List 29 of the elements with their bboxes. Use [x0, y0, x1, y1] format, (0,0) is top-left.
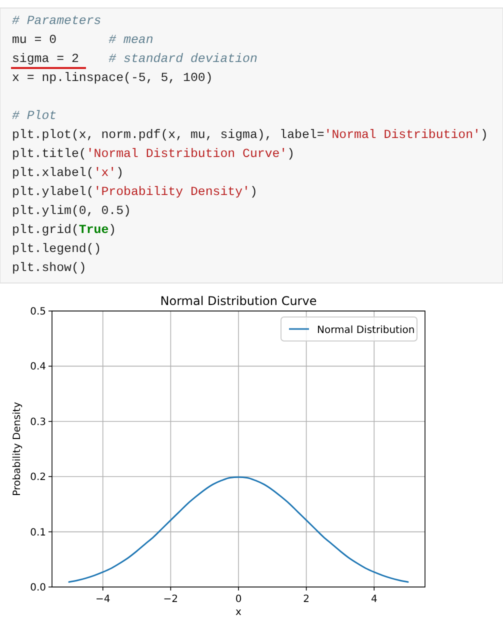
text: sigma = 2 # standard deviation: [12, 52, 258, 66]
text: plt.legend(): [12, 242, 102, 256]
text: plt.grid(True): [12, 223, 116, 237]
text: plt.title('Normal Distribution Curve'): [12, 147, 295, 161]
legend-label: Normal Distribution: [317, 325, 415, 336]
y-axis-title: Probability Density: [12, 402, 23, 496]
text: # Plot: [12, 109, 57, 123]
chart-title: Normal Distribution Curve: [160, 294, 317, 308]
text: # Parameters: [12, 14, 102, 28]
text: plt.ylabel('Probability Density'): [12, 185, 258, 199]
y-tick-label: 0.4: [30, 362, 46, 373]
y-tick-label: 0.0: [30, 582, 46, 594]
x-tick-label: 4: [370, 594, 378, 605]
y-tick-label: 0.3: [30, 416, 46, 428]
text: plt.plot(x, norm.pdf(x, mu, sigma), label='Normal Distribution'): [12, 128, 488, 142]
text: plt.show(): [12, 261, 86, 275]
y-tick-label: 0.5: [30, 306, 46, 318]
x-tick-label: −4: [95, 594, 110, 605]
x-axis-title: x: [236, 607, 242, 618]
x-tick-label: −2: [163, 594, 178, 605]
y-tick-label: 0.1: [30, 527, 46, 538]
y-tick-label: 0.2: [30, 472, 46, 484]
text: mu = 0 # mean: [12, 33, 154, 47]
line-series: [68, 476, 409, 583]
x-tick-label: 0: [235, 594, 242, 605]
text: plt.ylim(0, 0.5): [12, 204, 131, 218]
text: x = np.linspace(-5, 5, 100): [12, 71, 213, 85]
text: plt.xlabel('x'): [12, 166, 124, 180]
x-tick-label: 2: [303, 594, 310, 605]
